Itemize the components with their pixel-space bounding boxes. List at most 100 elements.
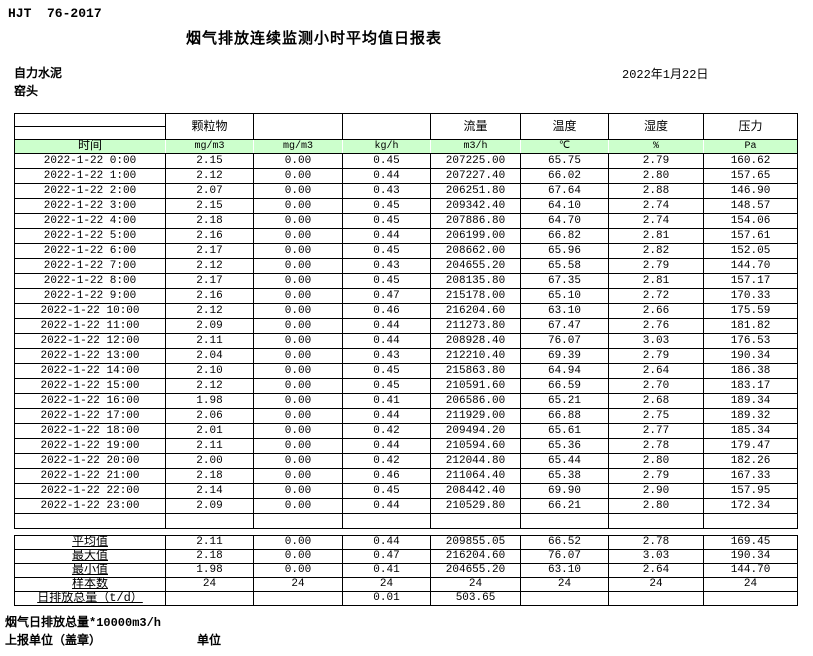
summary-label: 样本数 (14, 577, 166, 592)
time-header: 时间 (14, 139, 166, 154)
time-cell: 2022-1-22 6:00 (14, 243, 166, 259)
unit-cell: m3/h (430, 139, 521, 154)
value-cell: 65.21 (520, 393, 609, 409)
time-cell: 2022-1-22 22:00 (14, 483, 166, 499)
summary-value-cell: 66.52 (520, 535, 609, 550)
value-cell: 0.46 (342, 303, 431, 319)
value-cell: 2.79 (608, 468, 704, 484)
time-cell: 2022-1-22 15:00 (14, 378, 166, 394)
value-cell: 2.88 (608, 183, 704, 199)
value-cell: 207886.80 (430, 213, 521, 229)
summary-value-cell: 216204.60 (430, 549, 521, 564)
value-cell: 65.44 (520, 453, 609, 469)
value-cell: 2.12 (165, 303, 254, 319)
summary-value-cell: 24 (253, 577, 343, 592)
time-cell: 2022-1-22 12:00 (14, 333, 166, 349)
value-cell: 0.00 (253, 408, 343, 424)
value-cell: 2.80 (608, 168, 704, 184)
value-cell: 2.81 (608, 228, 704, 244)
value-cell: 0.00 (253, 183, 343, 199)
value-cell: 2.06 (165, 408, 254, 424)
value-cell: 2.12 (165, 378, 254, 394)
value-cell: 206199.00 (430, 228, 521, 244)
value-cell: 2.14 (165, 483, 254, 499)
value-cell: 0.44 (342, 318, 431, 334)
value-cell: 152.05 (703, 243, 798, 259)
value-cell: 157.95 (703, 483, 798, 499)
company-name: 自力水泥 (14, 67, 63, 81)
value-cell: 1.98 (165, 393, 254, 409)
value-cell: 65.75 (520, 153, 609, 169)
value-cell: 0.00 (253, 318, 343, 334)
value-cell: 65.10 (520, 288, 609, 304)
value-cell: 2.80 (608, 453, 704, 469)
summary-value-cell: 63.10 (520, 563, 609, 578)
value-cell: 0.00 (253, 498, 343, 514)
value-cell: 144.70 (703, 258, 798, 274)
value-cell: 0.45 (342, 273, 431, 289)
value-cell: 0.43 (342, 348, 431, 364)
value-cell: 2.15 (165, 198, 254, 214)
value-cell: 0.45 (342, 198, 431, 214)
time-cell: 2022-1-22 17:00 (14, 408, 166, 424)
value-cell: 65.38 (520, 468, 609, 484)
time-cell: 2022-1-22 10:00 (14, 303, 166, 319)
value-cell: 2.82 (608, 243, 704, 259)
summary-value-cell: 0.44 (342, 535, 431, 550)
value-cell: 63.10 (520, 303, 609, 319)
time-cell: 2022-1-22 3:00 (14, 198, 166, 214)
value-cell: 0.44 (342, 333, 431, 349)
value-cell: 67.35 (520, 273, 609, 289)
value-cell: 2.64 (608, 363, 704, 379)
value-cell: 2.79 (608, 153, 704, 169)
col-header-empty (342, 113, 431, 140)
value-cell: 66.21 (520, 498, 609, 514)
value-cell: 0.00 (253, 153, 343, 169)
value-cell: 66.82 (520, 228, 609, 244)
summary-value-cell (520, 591, 609, 606)
col-header-humidity: 湿度 (608, 113, 704, 140)
table-row: 2022-1-22 17:00 2.06 0.00 0.44 211929.00 66.8… (14, 408, 798, 424)
value-cell: 2.80 (608, 498, 704, 514)
value-cell: 0.00 (253, 378, 343, 394)
unit-cell: ℃ (520, 139, 609, 154)
value-cell: 69.39 (520, 348, 609, 364)
table-row: 2022-1-22 15:00 2.12 0.00 0.45 210591.60 66.5… (14, 378, 798, 394)
summary-value-cell (165, 591, 254, 606)
col-header-pressure: 压力 (703, 113, 798, 140)
summary-value-cell: 209855.05 (430, 535, 521, 550)
value-cell: 186.38 (703, 363, 798, 379)
table-row: 2022-1-22 5:00 2.16 0.00 0.44 206199.00 66.82… (14, 228, 798, 244)
summary-value-cell: 2.64 (608, 563, 704, 578)
table-row: 2022-1-22 19:00 2.11 0.00 0.44 210594.60 65.3… (14, 438, 798, 454)
table-row: 2022-1-22 14:00 2.10 0.00 0.45 215863.80 64.9… (14, 363, 798, 379)
summary-value-cell: 169.45 (703, 535, 798, 550)
value-cell: 182.26 (703, 453, 798, 469)
value-cell: 0.00 (253, 168, 343, 184)
value-cell: 2.07 (165, 183, 254, 199)
value-cell: 211064.40 (430, 468, 521, 484)
unit-cell: kg/h (342, 139, 431, 154)
value-cell: 0.00 (253, 363, 343, 379)
value-cell: 146.90 (703, 183, 798, 199)
unit-cell: % (608, 139, 704, 154)
value-cell: 0.46 (342, 468, 431, 484)
value-cell: 211929.00 (430, 408, 521, 424)
value-cell: 2.76 (608, 318, 704, 334)
table-row: 2022-1-22 18:00 2.01 0.00 0.42 209494.20 65.6… (14, 423, 798, 439)
value-cell: 2.74 (608, 198, 704, 214)
summary-value-cell: 24 (430, 577, 521, 592)
table-row: 2022-1-22 0:00 2.15 0.00 0.45 207225.00 65.75… (14, 153, 798, 169)
value-cell: 76.07 (520, 333, 609, 349)
summary-value-cell: 0.47 (342, 549, 431, 564)
value-cell: 204655.20 (430, 258, 521, 274)
value-cell: 0.41 (342, 393, 431, 409)
summary-row: 平均值 2.11 0.00 0.44 209855.05 66.52 2.78 169.45 (14, 535, 798, 550)
table-row: 2022-1-22 4:00 2.18 0.00 0.45 207886.80 64.70… (14, 213, 798, 229)
value-cell: 212210.40 (430, 348, 521, 364)
time-cell: 2022-1-22 11:00 (14, 318, 166, 334)
value-cell: 189.32 (703, 408, 798, 424)
value-cell: 64.70 (520, 213, 609, 229)
table-row: 2022-1-22 11:00 2.09 0.00 0.44 211273.80 67.4… (14, 318, 798, 334)
